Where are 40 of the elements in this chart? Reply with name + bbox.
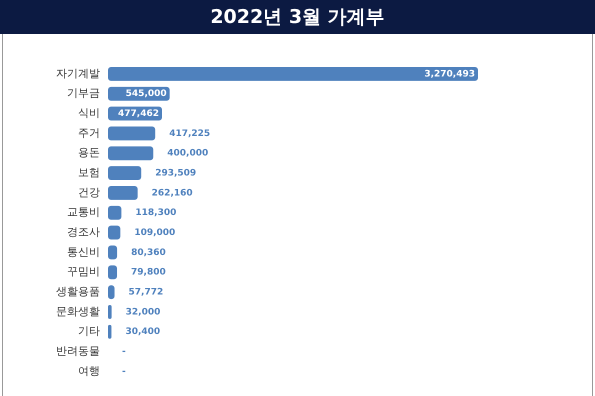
y-tick-label: 주거 <box>78 126 100 140</box>
y-tick-label: 기부금 <box>67 86 100 100</box>
data-label: 3,270,493 <box>424 69 475 80</box>
data-label: 57,772 <box>128 287 164 298</box>
y-tick-label: 보험 <box>78 166 100 179</box>
data-label: - <box>122 346 126 357</box>
data-label: 262,160 <box>152 188 193 198</box>
bar <box>108 206 122 220</box>
bar <box>108 146 154 160</box>
data-label: 400,000 <box>167 148 208 159</box>
bar <box>108 226 120 240</box>
data-label: 30,400 <box>125 327 160 338</box>
bar <box>108 166 142 180</box>
y-tick-label: 교통비 <box>67 206 100 219</box>
data-label: 293,509 <box>155 168 196 178</box>
chart-title: 2022년 3월 가계부 <box>0 0 595 34</box>
bar <box>108 66 478 81</box>
data-label: - <box>122 366 126 377</box>
y-tick-label: 식비 <box>78 106 100 120</box>
data-label: 545,000 <box>126 89 167 100</box>
data-label: 32,000 <box>126 307 160 318</box>
y-tick-label: 건강 <box>78 186 100 199</box>
y-tick-label: 용돈 <box>78 146 100 160</box>
y-tick-label: 통신비 <box>67 245 100 258</box>
y-tick-label: 반려동물 <box>56 344 100 358</box>
y-tick-label: 경조사 <box>67 225 100 238</box>
y-tick-label: 여행 <box>78 364 100 378</box>
data-label: 477,462 <box>118 108 160 119</box>
data-label: 80,360 <box>131 248 166 258</box>
data-label: 417,225 <box>169 128 210 139</box>
data-label: 79,800 <box>131 268 166 278</box>
bar <box>108 186 138 200</box>
y-tick-label: 문화생활 <box>56 304 100 318</box>
y-tick-label: 자기계발 <box>56 66 100 80</box>
bar <box>108 126 156 140</box>
data-label: 109,000 <box>134 228 176 238</box>
y-tick-label: 생활용품 <box>56 284 100 298</box>
y-tick-label: 꾸밈비 <box>67 265 100 278</box>
data-label: 118,300 <box>135 208 176 218</box>
y-tick-label: 기타 <box>78 324 100 338</box>
